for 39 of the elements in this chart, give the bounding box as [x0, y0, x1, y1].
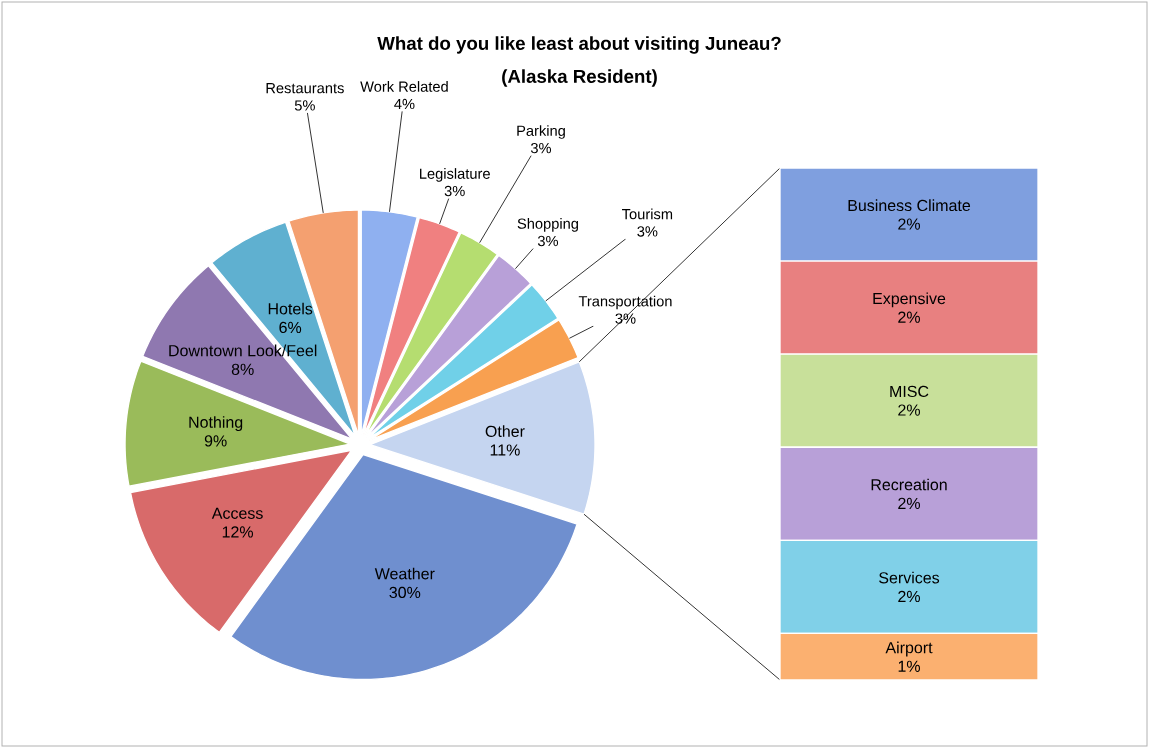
- slice-label: Parking: [517, 125, 565, 139]
- slice-label: Restaurants: [266, 83, 344, 94]
- slice-label: Downtown Look/Feel: [169, 344, 317, 357]
- data-label: 9%: [204, 435, 227, 447]
- data-label: 3%: [537, 235, 559, 247]
- slice-label: Shopping: [517, 218, 578, 232]
- slice-label: Legislature: [420, 168, 490, 182]
- slice-label: Other: [485, 425, 525, 437]
- data-label: 2%: [898, 497, 920, 509]
- data-label: 5%: [294, 100, 315, 111]
- data-label: 6%: [279, 321, 302, 334]
- data-label: 3%: [530, 142, 552, 154]
- data-label: 2%: [898, 404, 920, 416]
- series-label: Recreation: [871, 478, 947, 491]
- slice-label: Hotels: [268, 302, 313, 315]
- slice-label: Nothing: [189, 416, 243, 432]
- data-label: 4%: [394, 98, 415, 110]
- slice-label: Weather: [374, 567, 435, 580]
- slice-label: Work Related: [360, 81, 448, 92]
- data-label: 2%: [898, 218, 920, 230]
- data-label: 1%: [898, 660, 920, 672]
- series-label: Airport: [885, 641, 933, 657]
- data-label: 30%: [389, 586, 421, 599]
- chart-title: What do you like least about visiting Juneau?: [377, 36, 781, 54]
- data-label: 11%: [490, 444, 520, 456]
- chart-subtitle: (Alaska Resident): [502, 69, 657, 87]
- series-label: Business Climate: [848, 199, 971, 212]
- data-label: 2%: [898, 590, 920, 603]
- data-label: 2%: [898, 311, 920, 323]
- series-label: Services: [879, 571, 940, 584]
- series-label: Expensive: [873, 292, 946, 308]
- data-label: 12%: [222, 526, 254, 538]
- data-label: 8%: [231, 363, 254, 375]
- series-label: MISC: [890, 385, 929, 398]
- data-label: 3%: [637, 226, 658, 237]
- data-label: 3%: [444, 185, 465, 197]
- slice-label: Access: [211, 507, 263, 519]
- slice-label: Tourism: [622, 208, 673, 220]
- data-label: 3%: [615, 313, 636, 324]
